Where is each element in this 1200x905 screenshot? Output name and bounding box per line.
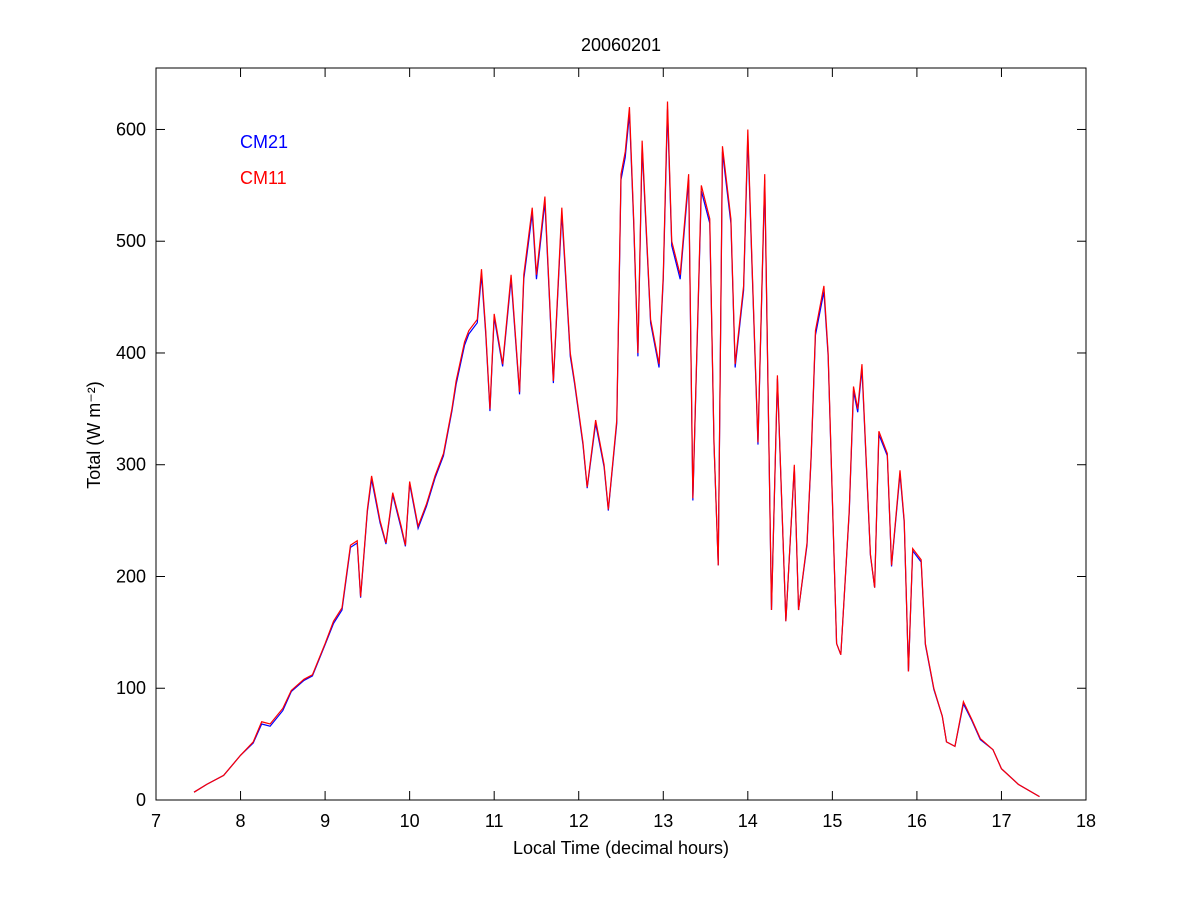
legend-entry: CM21 — [240, 132, 288, 152]
y-axis-label: Total (W m⁻²) — [84, 381, 104, 489]
y-tick-label: 100 — [116, 678, 146, 698]
y-tick-label: 400 — [116, 343, 146, 363]
x-tick-label: 16 — [907, 811, 927, 831]
x-tick-label: 13 — [653, 811, 673, 831]
x-tick-label: 17 — [991, 811, 1011, 831]
plot-area — [155, 67, 1087, 801]
y-tick-label: 300 — [116, 455, 146, 475]
x-tick-label: 10 — [400, 811, 420, 831]
chart-title: 20060201 — [581, 35, 661, 55]
y-tick-label: 0 — [136, 790, 146, 810]
x-tick-label: 12 — [569, 811, 589, 831]
x-tick-label: 15 — [822, 811, 842, 831]
x-axis-label: Local Time (decimal hours) — [513, 838, 729, 858]
y-tick-label: 600 — [116, 119, 146, 139]
legend-entry: CM11 — [240, 168, 287, 188]
y-tick-label: 500 — [116, 231, 146, 251]
x-tick-label: 9 — [320, 811, 330, 831]
x-tick-label: 11 — [485, 811, 504, 831]
x-tick-label: 7 — [151, 811, 161, 831]
x-tick-label: 18 — [1076, 811, 1096, 831]
series-line — [193, 101, 1040, 798]
y-tick-label: 200 — [116, 566, 146, 586]
x-tick-label: 8 — [236, 811, 246, 831]
x-tick-label: 14 — [738, 811, 758, 831]
